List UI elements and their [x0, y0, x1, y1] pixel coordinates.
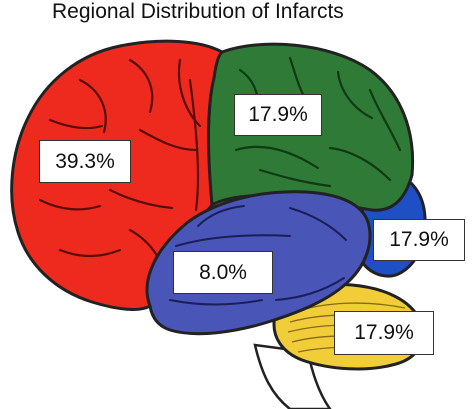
frontal-percentage-label: 39.3%	[39, 140, 131, 183]
temporal-percentage-label: 8.0%	[173, 251, 273, 294]
temporal-sulci	[169, 205, 347, 306]
parietal-percentage-label: 17.9%	[234, 94, 322, 136]
brain-stem	[253, 343, 332, 409]
cerebellum-percentage-label: 17.9%	[334, 311, 434, 355]
occipital-percentage-label: 17.9%	[373, 219, 465, 261]
figure-title: Regional Distribution of Infarcts	[52, 0, 344, 23]
